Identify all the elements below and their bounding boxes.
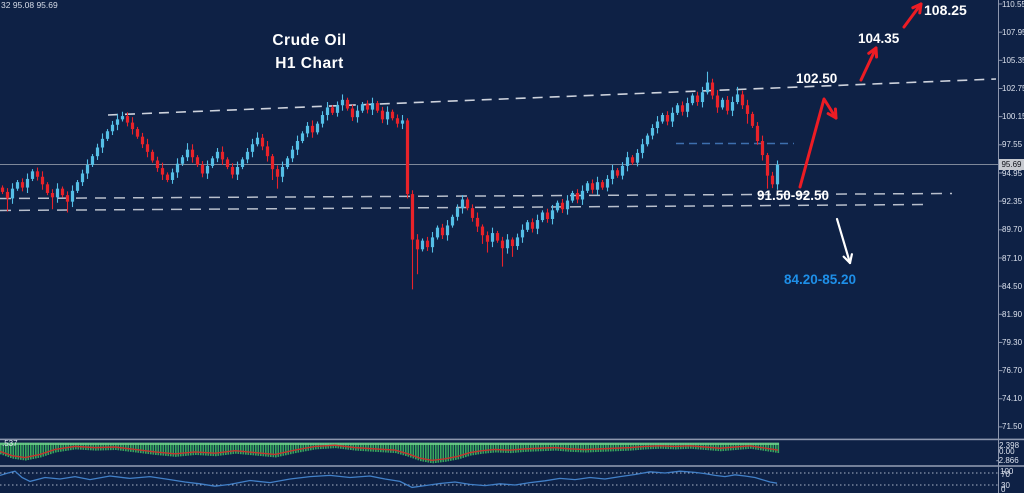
price-axis-label: 84.50: [1002, 281, 1023, 291]
target-high-label: 108.25: [924, 2, 967, 18]
lower-target-label: 84.20-85.20: [784, 272, 857, 287]
price-axis-label: 110.55: [1002, 0, 1024, 9]
price-axis-label: 105.35: [1002, 55, 1024, 65]
price-axis-label: 2.398: [999, 440, 1020, 450]
signal-line: [0, 444, 779, 462]
arrow-to-10825: [902, 2, 923, 29]
price-axis-label: 89.70: [1002, 225, 1023, 235]
price-axis-label: 102.75: [1002, 84, 1024, 93]
price-axis-label: 81.90: [1002, 309, 1023, 319]
candlestick-layer: [0, 71, 780, 290]
oscillator-value-label: .537: [2, 439, 18, 448]
resistance-label: 102.50: [796, 71, 838, 86]
price-axis-label: 71.50: [1002, 422, 1023, 432]
price-axis-label: 30: [1001, 481, 1010, 490]
annotation-lines: [0, 78, 998, 212]
price-axis-label: 107.95: [1002, 27, 1024, 37]
chart-title-line2: H1 Chart: [275, 55, 344, 72]
price-axis-label: 76.70: [1002, 366, 1023, 376]
chart-title: Crude Oil H1 Chart: [252, 29, 367, 75]
price-axis-label: 100.15: [1002, 112, 1024, 122]
price-axis-label: 94.95: [1002, 168, 1023, 178]
oscillator-pane: [0, 442, 780, 464]
price-axis-label: 79.30: [1002, 337, 1023, 347]
price-axis-label: 92.35: [1002, 196, 1023, 206]
price-axis-label: -2.866: [996, 456, 1019, 465]
price-axis-label: 87.10: [1002, 253, 1023, 263]
price-axis-label: 0: [1001, 484, 1006, 493]
rsi-pane: [0, 470, 998, 489]
current-price-tag: 95.69: [999, 159, 1024, 170]
price-axis-label: 74.10: [1002, 394, 1023, 404]
arrow-to-10435: [859, 46, 878, 82]
price-axis-label: 97.55: [1002, 140, 1023, 150]
target-mid-label: 104.35: [858, 31, 900, 46]
chart-title-line1: Crude Oil: [272, 32, 347, 49]
support-zone-label: 91.50-92.50: [757, 188, 830, 203]
zigzag-up-arrow: [798, 97, 838, 189]
price-axis-label: 70: [1001, 469, 1010, 479]
ohlc-ticker: 32 95.08 95.69: [1, 0, 58, 10]
rsi-line: [0, 470, 778, 489]
price-axis-label: 0.00: [999, 446, 1015, 456]
trade-arrows: [798, 2, 923, 265]
price-axis-label: 100: [1000, 466, 1014, 476]
down-arrow-white: [835, 217, 852, 265]
